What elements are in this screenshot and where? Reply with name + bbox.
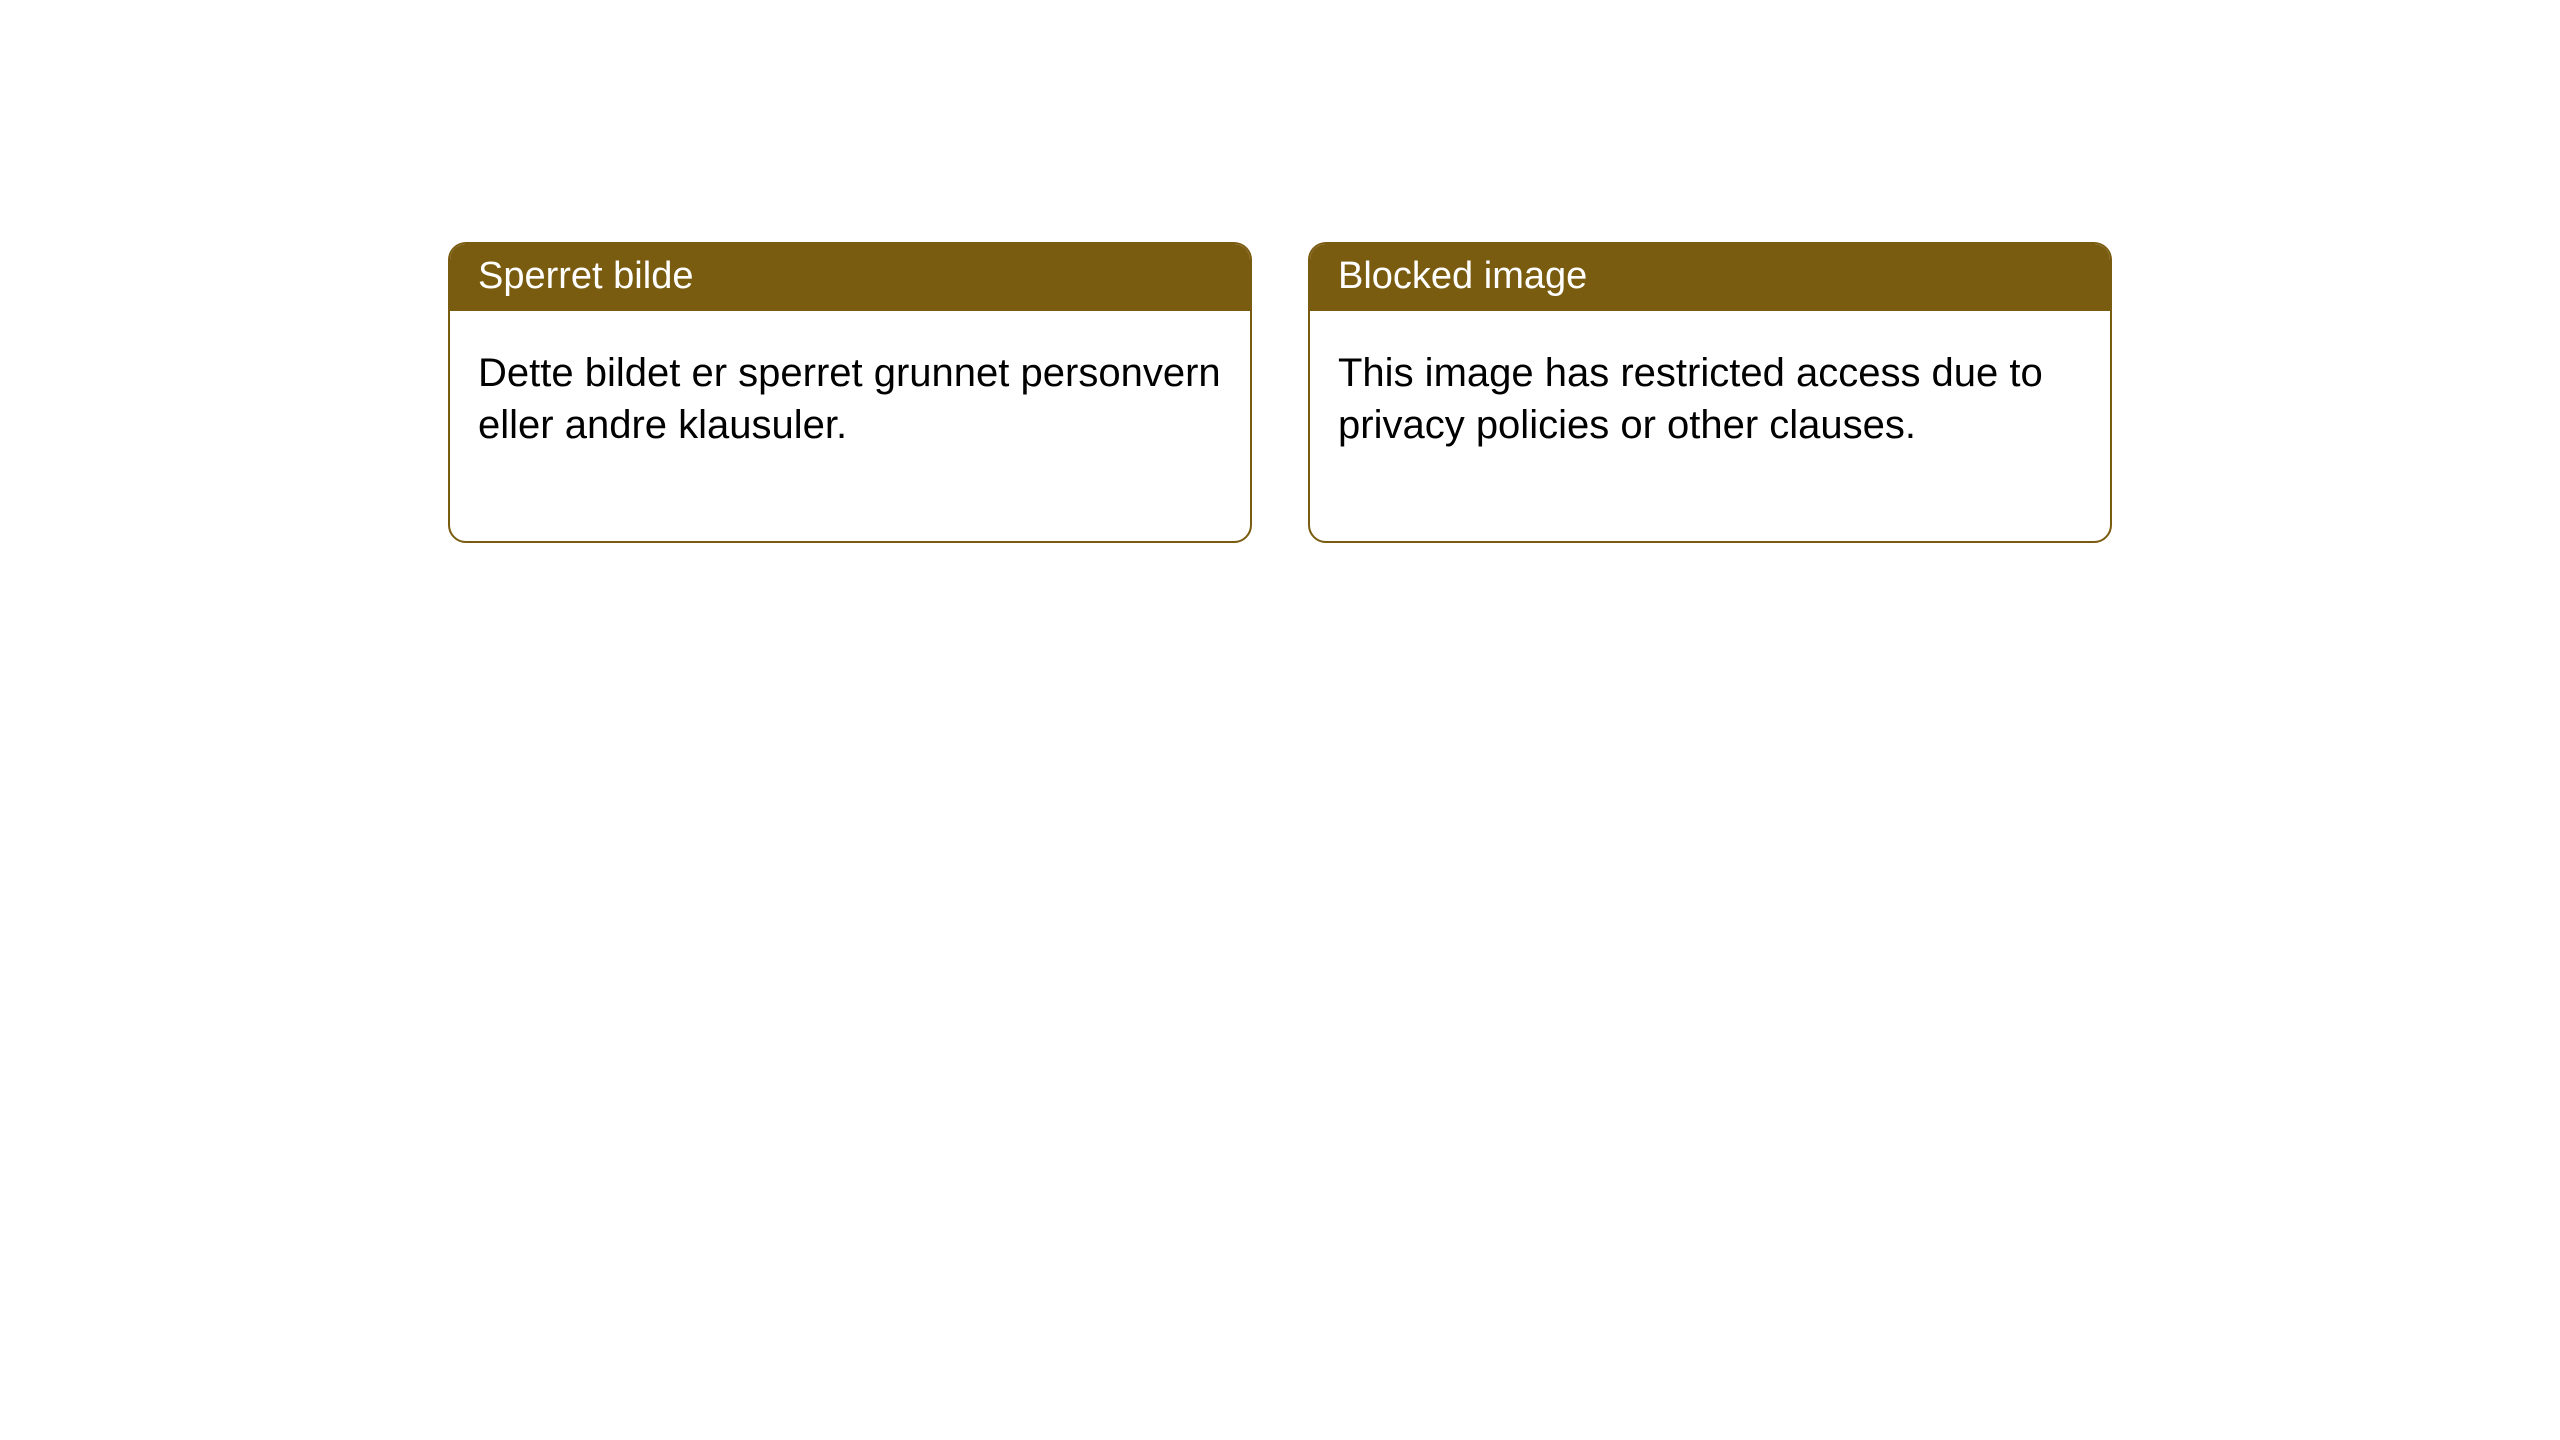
notice-card-english: Blocked image This image has restricted … [1308, 242, 2112, 543]
notice-title: Sperret bilde [478, 255, 693, 297]
notice-title: Blocked image [1338, 255, 1587, 297]
notice-container: Sperret bilde Dette bildet er sperret gr… [0, 0, 2560, 543]
notice-body: Dette bildet er sperret grunnet personve… [450, 311, 1250, 541]
notice-header: Sperret bilde [450, 244, 1250, 311]
notice-body: This image has restricted access due to … [1310, 311, 2110, 541]
notice-card-norwegian: Sperret bilde Dette bildet er sperret gr… [448, 242, 1252, 543]
notice-message: This image has restricted access due to … [1338, 351, 2043, 447]
notice-message: Dette bildet er sperret grunnet personve… [478, 351, 1221, 447]
notice-header: Blocked image [1310, 244, 2110, 311]
